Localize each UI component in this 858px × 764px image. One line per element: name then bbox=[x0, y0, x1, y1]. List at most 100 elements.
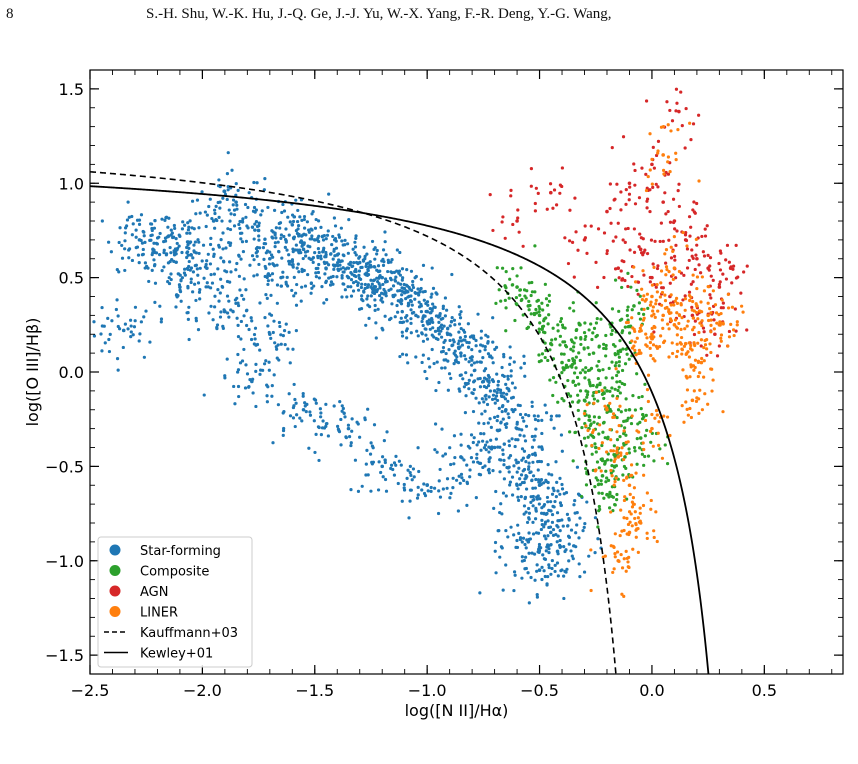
data-point bbox=[674, 151, 678, 155]
data-point bbox=[685, 351, 689, 355]
data-point bbox=[176, 294, 180, 298]
data-point bbox=[663, 293, 667, 297]
data-point bbox=[605, 209, 609, 214]
data-point bbox=[151, 247, 155, 252]
data-point bbox=[537, 568, 542, 572]
data-point bbox=[616, 455, 621, 459]
data-point bbox=[225, 311, 230, 315]
data-point bbox=[232, 224, 237, 228]
data-point bbox=[685, 407, 689, 411]
data-point bbox=[206, 285, 210, 289]
data-point bbox=[264, 266, 268, 270]
data-point bbox=[708, 307, 712, 311]
data-point bbox=[487, 450, 491, 454]
data-point bbox=[493, 397, 497, 401]
data-point bbox=[520, 428, 524, 432]
data-point bbox=[375, 276, 379, 280]
data-point bbox=[326, 229, 330, 233]
data-point bbox=[520, 447, 525, 451]
data-point bbox=[453, 455, 457, 460]
data-point bbox=[542, 534, 547, 538]
data-point bbox=[234, 182, 238, 186]
data-point bbox=[332, 404, 336, 408]
data-point bbox=[630, 316, 634, 320]
data-point bbox=[321, 238, 326, 242]
data-point bbox=[718, 268, 723, 272]
data-point bbox=[440, 326, 444, 331]
legend-label: Composite bbox=[140, 565, 209, 580]
data-point bbox=[693, 343, 697, 348]
data-point bbox=[344, 436, 348, 440]
data-point bbox=[373, 298, 377, 302]
data-point bbox=[424, 333, 428, 337]
data-point bbox=[441, 454, 445, 458]
data-point bbox=[685, 266, 690, 270]
data-point bbox=[365, 448, 369, 452]
data-point bbox=[504, 306, 508, 310]
data-point bbox=[221, 231, 225, 235]
data-point bbox=[240, 220, 245, 224]
data-point bbox=[492, 445, 497, 450]
data-point bbox=[672, 266, 677, 270]
data-point bbox=[534, 186, 538, 190]
data-point bbox=[621, 347, 625, 351]
data-point bbox=[684, 238, 689, 243]
data-point bbox=[419, 310, 423, 314]
data-point bbox=[649, 300, 653, 304]
data-point bbox=[519, 495, 523, 499]
data-point bbox=[163, 218, 167, 223]
data-point bbox=[626, 565, 630, 569]
data-point bbox=[185, 240, 190, 244]
data-point bbox=[416, 287, 420, 291]
data-point bbox=[435, 450, 439, 454]
data-point bbox=[578, 358, 582, 363]
data-point bbox=[194, 298, 198, 303]
data-point bbox=[571, 301, 575, 305]
data-point bbox=[550, 566, 554, 571]
data-point bbox=[558, 191, 562, 195]
data-point bbox=[609, 458, 613, 462]
data-point bbox=[608, 427, 612, 432]
data-point bbox=[645, 531, 649, 535]
data-point bbox=[381, 263, 386, 267]
data-point bbox=[405, 319, 409, 323]
data-point bbox=[410, 303, 414, 307]
data-point bbox=[366, 268, 370, 273]
data-point bbox=[624, 188, 628, 192]
data-point bbox=[643, 382, 647, 386]
data-point bbox=[667, 327, 671, 331]
data-point bbox=[527, 281, 531, 285]
data-point bbox=[558, 492, 562, 496]
data-point bbox=[481, 439, 485, 443]
data-point bbox=[321, 250, 325, 254]
data-point bbox=[615, 497, 619, 502]
data-point bbox=[542, 502, 547, 507]
data-point bbox=[436, 326, 440, 330]
data-point bbox=[612, 545, 616, 549]
data-point bbox=[703, 227, 707, 231]
data-point bbox=[591, 331, 595, 335]
data-point bbox=[579, 335, 583, 340]
data-point bbox=[287, 253, 291, 257]
data-point bbox=[230, 168, 234, 172]
data-point bbox=[611, 495, 615, 499]
data-point bbox=[282, 209, 287, 213]
data-point bbox=[194, 319, 198, 323]
data-point bbox=[255, 181, 259, 185]
x-tick-label: −1.0 bbox=[408, 681, 447, 700]
data-point bbox=[668, 433, 672, 438]
data-point bbox=[661, 200, 665, 204]
data-point bbox=[644, 172, 648, 176]
data-point bbox=[495, 372, 499, 376]
data-point bbox=[451, 476, 455, 480]
data-point bbox=[578, 516, 582, 520]
data-point bbox=[532, 311, 536, 316]
data-point bbox=[558, 545, 562, 549]
data-point bbox=[487, 471, 491, 475]
data-point bbox=[631, 394, 635, 398]
data-point bbox=[717, 285, 722, 289]
data-point bbox=[628, 520, 632, 524]
data-point bbox=[453, 323, 457, 327]
data-point bbox=[539, 359, 543, 363]
data-point bbox=[645, 491, 649, 495]
